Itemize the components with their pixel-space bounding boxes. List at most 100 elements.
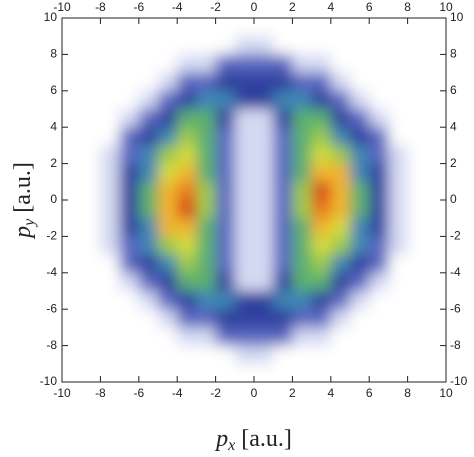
density-cell <box>254 127 274 146</box>
density-cell <box>100 181 121 201</box>
density-cell <box>369 163 389 183</box>
density-cell <box>369 254 389 274</box>
density-cell <box>177 254 197 274</box>
density-cell <box>196 181 217 201</box>
density-cell <box>273 236 293 256</box>
x-tick-label-top: -10 <box>53 0 71 14</box>
density-cell <box>234 236 255 256</box>
density-cell <box>369 363 389 382</box>
density-cell <box>119 54 140 74</box>
x-tick-label-top: 10 <box>439 0 453 14</box>
density-cell <box>62 109 82 128</box>
density-cell <box>138 254 159 274</box>
y-axis-title: py [a.u.] <box>10 162 38 240</box>
density-cell <box>81 236 101 256</box>
density-cell <box>426 327 446 347</box>
density-cell <box>215 200 236 219</box>
density-cell <box>215 272 236 292</box>
density-cell <box>138 272 159 292</box>
x-tick-label-top: 8 <box>404 0 411 14</box>
y-unit: [a.u.] <box>10 162 36 213</box>
density-cell <box>215 18 236 37</box>
density-cell <box>426 18 446 37</box>
density-cell <box>311 127 332 146</box>
y-symbol: p <box>10 226 36 240</box>
density-cell <box>407 345 428 365</box>
x-tick-label: -4 <box>172 386 183 400</box>
density-cell <box>292 345 313 365</box>
density-cell <box>177 54 197 74</box>
density-cell <box>177 272 197 292</box>
density-cell <box>100 327 121 347</box>
density-cell <box>292 109 313 128</box>
density-cell <box>388 18 409 37</box>
density-cell <box>234 291 255 310</box>
x-tick-label-top: -6 <box>133 0 144 14</box>
density-cell <box>100 272 121 292</box>
density-cell <box>177 309 197 328</box>
density-cell <box>311 345 332 365</box>
density-cell <box>138 163 159 183</box>
density-cell <box>234 345 255 365</box>
density-cell <box>81 327 101 347</box>
density-cell <box>330 327 351 347</box>
density-cell <box>330 236 351 256</box>
density-cell <box>426 163 446 183</box>
density-cell <box>100 291 121 310</box>
density-cell <box>158 345 178 365</box>
density-cell <box>234 218 255 237</box>
density-cell <box>330 363 351 382</box>
density-cell <box>388 163 409 183</box>
density-cell <box>215 145 236 165</box>
density-cell <box>292 327 313 347</box>
density-map <box>62 18 446 382</box>
density-cell <box>311 72 332 92</box>
density-cell <box>100 18 121 37</box>
density-cell <box>369 345 389 365</box>
density-cell <box>215 291 236 310</box>
density-cells <box>62 18 446 382</box>
density-cell <box>158 254 178 274</box>
density-cell <box>407 291 428 310</box>
density-cell <box>81 309 101 328</box>
density-cell <box>177 18 197 37</box>
x-tick-label: 0 <box>251 386 258 400</box>
density-cell <box>311 36 332 55</box>
density-cell <box>350 181 370 201</box>
density-cell <box>100 309 121 328</box>
density-cell <box>138 145 159 165</box>
density-cell <box>388 145 409 165</box>
density-cell <box>273 291 293 310</box>
y-tick-label-right: 10 <box>450 10 464 24</box>
x-tick-label-top: -8 <box>95 0 106 14</box>
density-cell <box>177 200 197 219</box>
density-cell <box>407 163 428 183</box>
x-tick-label-top: -2 <box>210 0 221 14</box>
density-cell <box>330 163 351 183</box>
density-cell <box>158 54 178 74</box>
density-cell <box>119 309 140 328</box>
y-tick-label: -4 <box>46 265 57 279</box>
density-cell <box>350 90 370 110</box>
density-cell <box>119 72 140 92</box>
density-cell <box>350 272 370 292</box>
x-tick-label: -8 <box>95 386 106 400</box>
density-cell <box>100 236 121 256</box>
density-cell <box>330 200 351 219</box>
density-cell <box>119 272 140 292</box>
density-cell <box>407 309 428 328</box>
density-cell <box>62 36 82 55</box>
x-subscript: x <box>227 437 235 454</box>
density-cell <box>254 272 274 292</box>
density-cell <box>426 291 446 310</box>
density-cell <box>158 218 178 237</box>
density-cell <box>388 200 409 219</box>
density-cell <box>254 218 274 237</box>
x-tick-label: -6 <box>133 386 144 400</box>
density-cell <box>158 309 178 328</box>
density-cell <box>138 127 159 146</box>
density-cell <box>407 90 428 110</box>
density-cell <box>407 36 428 55</box>
density-cell <box>407 127 428 146</box>
density-cell <box>62 127 82 146</box>
